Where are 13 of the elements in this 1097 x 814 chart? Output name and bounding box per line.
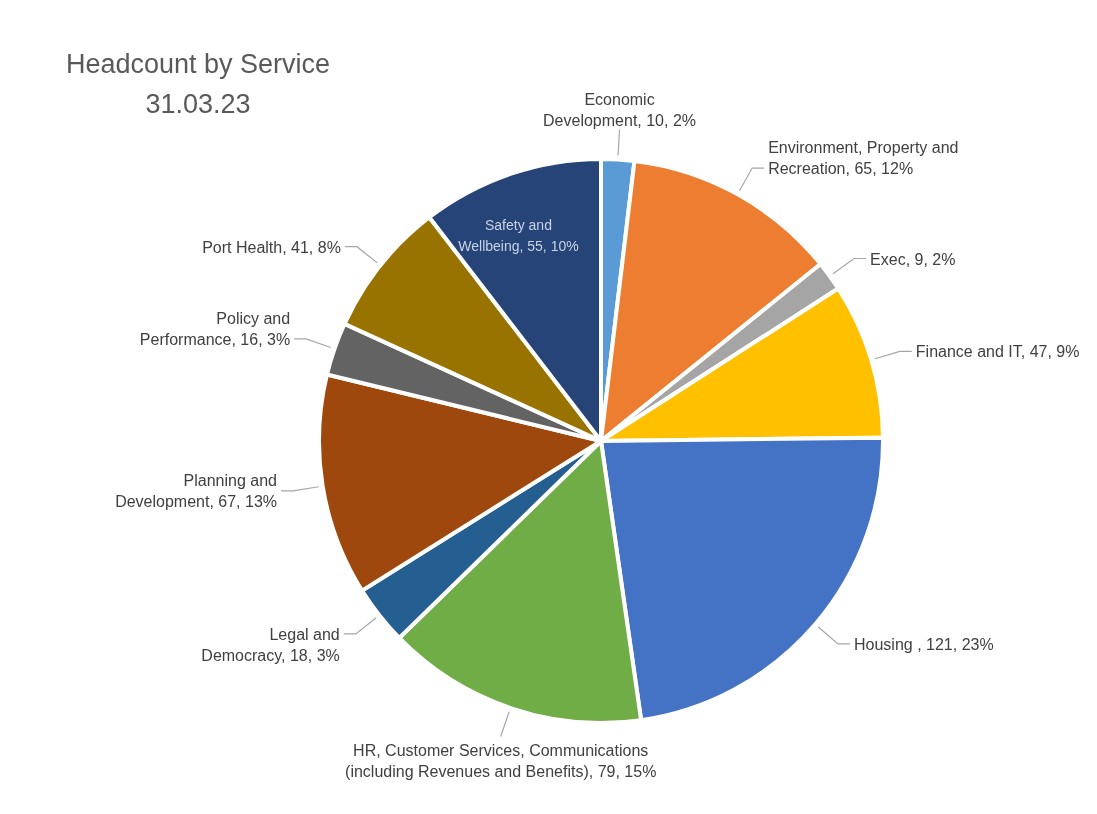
slice-label: Safety and Wellbeing, 55, 10% (458, 216, 579, 254)
slice-label: Port Health, 41, 8% (202, 238, 341, 256)
chart-subtitle: 31.03.23 (144, 88, 252, 121)
slice-label: Policy and Performance, 16, 3% (139, 309, 291, 348)
slice-label: Planning and Development, 67, 13% (115, 471, 278, 510)
slice-label: HR, Customer Services, Communications (including Revenues and Benefits), 79, 15% (345, 741, 657, 780)
slice-label: Exec, 9, 2% (870, 250, 956, 268)
slice-label: Environment, Property and Recreation, 65, 12% (768, 138, 959, 177)
slice-label: Housing , 121, 23% (854, 635, 994, 653)
slice-label: Legal and Democracy, 18, 3% (201, 625, 340, 664)
slice-label: Finance and IT, 47, 9% (915, 342, 1080, 360)
slice-label: Economic Development, 10, 2% (543, 90, 697, 129)
chart-title: Headcount by Service (64, 48, 332, 81)
